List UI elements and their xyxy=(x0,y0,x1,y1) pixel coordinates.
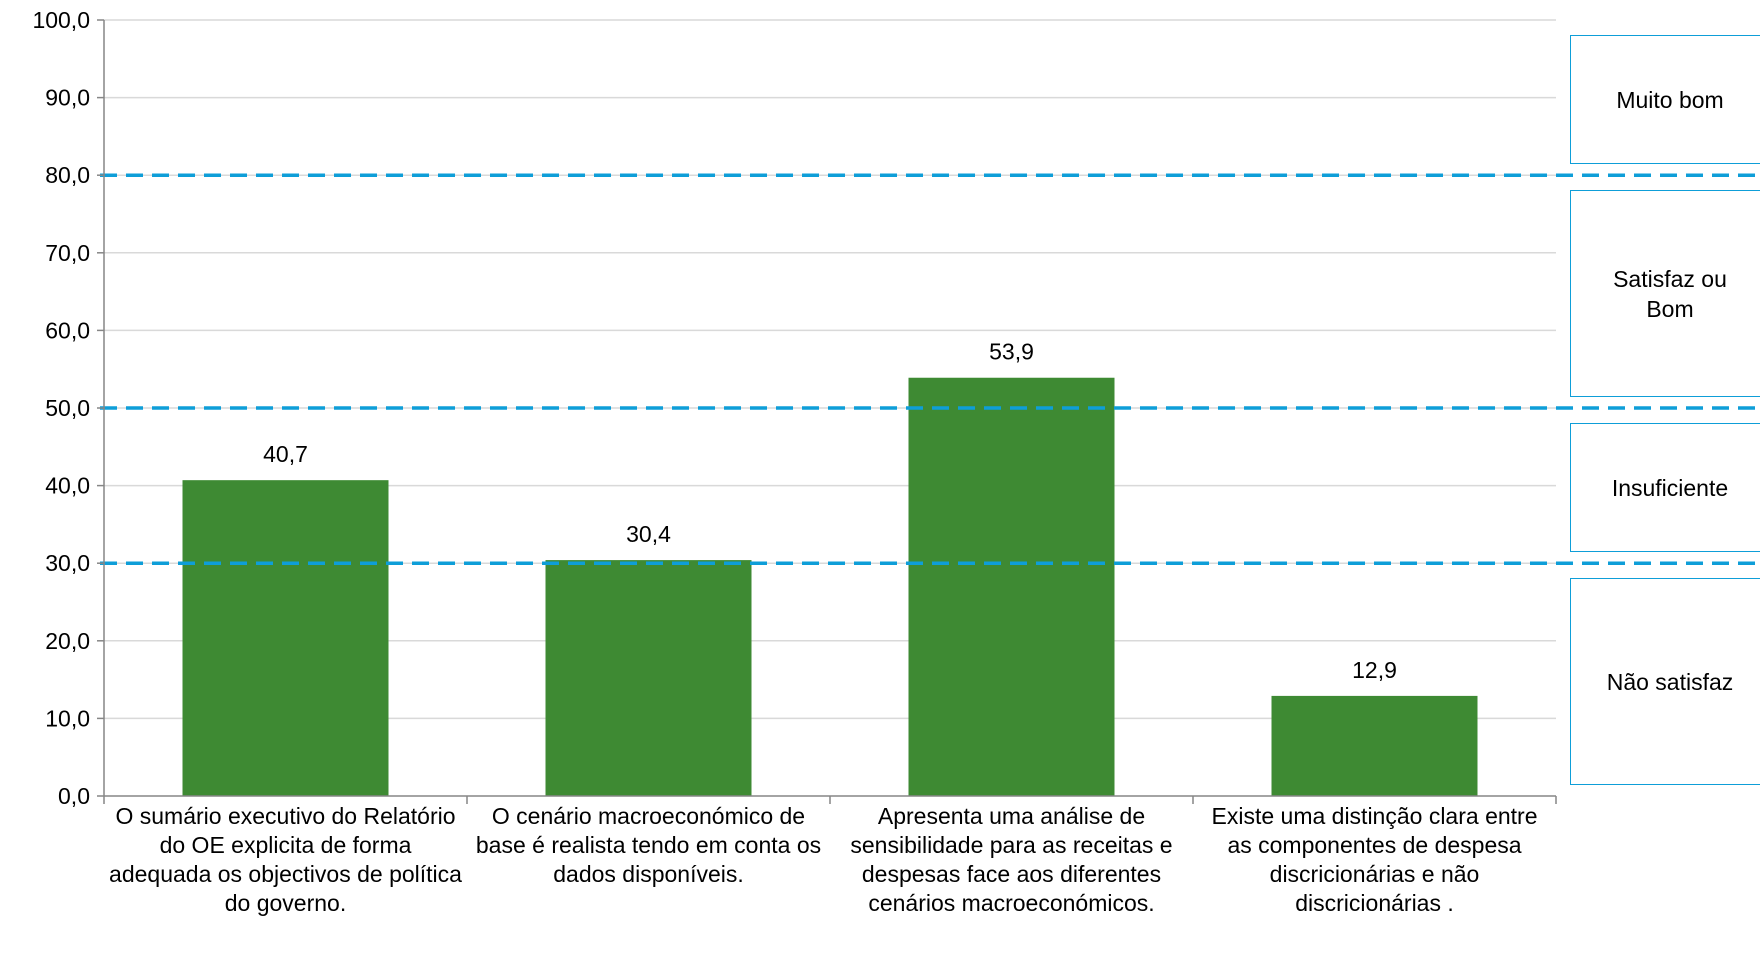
rating-band-label: Não satisfaz xyxy=(1606,668,1734,695)
x-category-label: Existe uma distinção clara entre as comp… xyxy=(1211,803,1538,916)
bar xyxy=(1271,695,1478,796)
y-tick-label: 10,0 xyxy=(45,705,90,731)
bar-value-label: 53,9 xyxy=(989,339,1034,365)
y-tick-label: 60,0 xyxy=(45,317,90,343)
axes xyxy=(97,19,1557,804)
y-tick-label: 40,0 xyxy=(45,473,90,499)
rating-band-label: Muito bom xyxy=(1616,86,1724,113)
x-category-label: O cenário macroeconómico de base é reali… xyxy=(475,803,822,887)
rating-band-label: Satisfaz ou Bom xyxy=(1613,265,1727,322)
bar xyxy=(908,377,1115,796)
y-tick-label: 30,0 xyxy=(45,550,90,576)
bar xyxy=(545,560,752,796)
rating-band-box: Satisfaz ou Bom xyxy=(1570,190,1760,397)
y-tick-label: 80,0 xyxy=(45,162,90,188)
bar-value-label: 40,7 xyxy=(263,441,308,467)
y-tick-label: 100,0 xyxy=(32,7,90,33)
rating-band-box: Não satisfaz xyxy=(1570,578,1760,785)
y-tick-label: 90,0 xyxy=(45,85,90,111)
y-tick-label: 0,0 xyxy=(58,783,90,809)
y-tick-label: 50,0 xyxy=(45,395,90,421)
rating-band-label: Insuficiente xyxy=(1611,474,1729,501)
x-category-label: Apresenta uma análise de sensibilidade p… xyxy=(850,803,1173,916)
y-tick-label: 20,0 xyxy=(45,628,90,654)
x-category-label: O sumário executivo do Relatório do OE e… xyxy=(109,803,462,916)
threshold-lines xyxy=(100,173,1760,565)
rating-band-box: Insuficiente xyxy=(1570,423,1760,553)
bar xyxy=(182,480,389,796)
chart-labels: 0,0 10,0 20,0 30,0 40,0 50,0 60,0 70,0 80,0 90,0 1… xyxy=(32,7,1396,809)
rating-band-box: Muito bom xyxy=(1570,35,1760,165)
bars xyxy=(182,377,1478,796)
y-tick-label: 70,0 xyxy=(45,240,90,266)
bar-value-label: 30,4 xyxy=(626,521,671,547)
bar-value-label: 12,9 xyxy=(1352,657,1397,683)
